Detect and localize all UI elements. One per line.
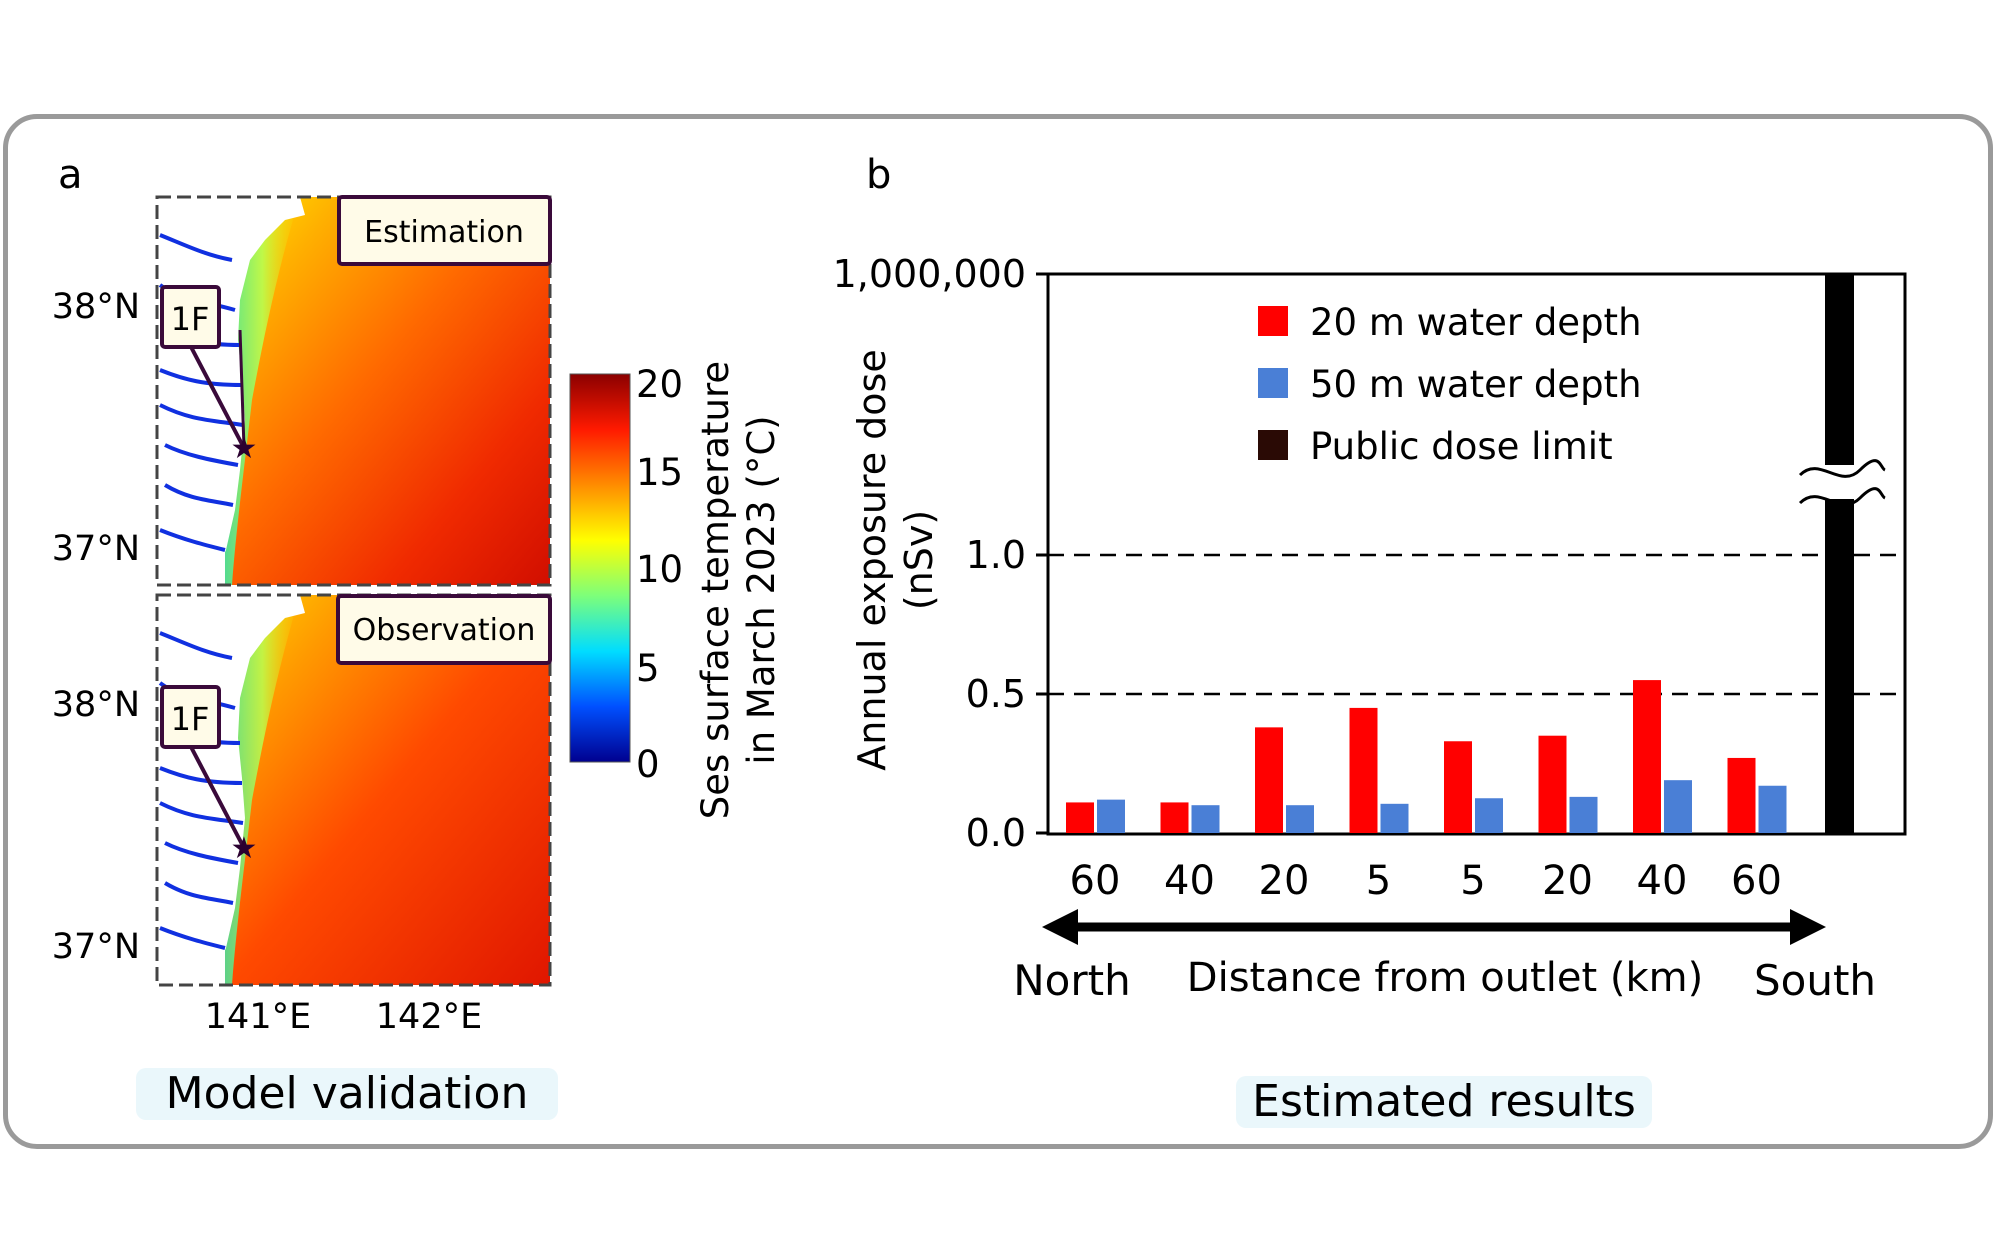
colorbar-tick-5: 5 xyxy=(636,647,660,690)
axis-break-mark-upper xyxy=(1798,459,1886,478)
rivers-2 xyxy=(158,631,244,950)
y-ticks: 0.0 0.5 1.0 1,000,000 xyxy=(833,252,1048,855)
bar-20m-5 xyxy=(1538,735,1567,833)
caption-b-bg xyxy=(1236,1076,1652,1128)
x-tick-label-0: 60 xyxy=(1070,858,1121,904)
x-tick-label-3: 5 xyxy=(1366,858,1391,904)
bar-20m-7 xyxy=(1727,757,1756,833)
legend-label-0: 20 m water depth xyxy=(1310,301,1642,344)
bar-chart: 0.0 0.5 1.0 1,000,000 60 40 20 5 5 20 40 60 20 m w… xyxy=(833,252,1907,1005)
legend-label-2: Public dose limit xyxy=(1310,425,1613,468)
y-tick-label-2: 1.0 xyxy=(966,533,1026,577)
lat-label-38-top: 38°N xyxy=(52,287,140,327)
colorbar-title-line1: Ses surface temperature xyxy=(694,361,737,819)
lon-label-141: 141°E xyxy=(205,997,311,1037)
caption-a-bg xyxy=(136,1068,558,1120)
legend: 20 m water depth 50 m water depth Public d… xyxy=(1258,301,1642,468)
public-dose-limit-bar xyxy=(1825,274,1854,833)
lon-label-142: 142°E xyxy=(376,997,482,1037)
colorbar: 20 15 10 5 0 Ses surface temperature in … xyxy=(569,361,783,819)
reference-lines xyxy=(1048,553,1905,696)
bar-50m-2 xyxy=(1286,805,1314,833)
site-label-1: 1F xyxy=(171,300,210,338)
colorbar-strip xyxy=(569,373,631,763)
colorbar-title-line2: in March 2023 (°C) xyxy=(740,415,783,764)
x-ticks: 60 40 20 5 5 20 40 60 xyxy=(1070,858,1782,904)
bar-50m-7 xyxy=(1758,785,1787,833)
colorbar-tick-10: 10 xyxy=(636,548,683,591)
x-tick-label-1: 40 xyxy=(1164,858,1215,904)
caption-estimated-results: Estimated results xyxy=(1252,1076,1636,1127)
site-star-1: ★ xyxy=(231,431,258,466)
legend-swatch-2 xyxy=(1258,430,1288,460)
limit-bar xyxy=(1795,274,1886,833)
x-tick-label-2: 20 xyxy=(1259,858,1310,904)
bar-20m-3 xyxy=(1349,707,1378,833)
legend-swatch-1 xyxy=(1258,368,1288,398)
bar-50m-1 xyxy=(1191,805,1220,833)
y-tick-label-3: 1,000,000 xyxy=(833,252,1026,296)
map-estimation: ★ 1F Estimation xyxy=(155,195,552,587)
panel-a-letter: a xyxy=(58,152,83,198)
bar-50m-6 xyxy=(1664,780,1692,833)
lat-label-37-bottom: 37°N xyxy=(52,927,140,967)
badge-estimation: Estimation xyxy=(364,215,524,250)
panel-b-letter: b xyxy=(866,152,891,198)
lat-label-37-top: 37°N xyxy=(52,529,140,569)
x-tick-label-4: 5 xyxy=(1460,858,1485,904)
x-tick-label-6: 40 xyxy=(1637,858,1688,904)
site-star-2: ★ xyxy=(231,831,258,866)
y-axis-unit: (nSv) xyxy=(897,510,941,610)
bars xyxy=(1066,680,1787,833)
bar-50m-3 xyxy=(1380,803,1409,833)
lat-label-38-bottom: 38°N xyxy=(52,685,140,725)
caption-model-validation: Model validation xyxy=(166,1068,529,1119)
bar-50m-0 xyxy=(1097,799,1125,833)
direction-north: North xyxy=(1013,956,1130,1005)
colorbar-tick-0: 0 xyxy=(636,743,660,786)
y-tick-label-1: 0.5 xyxy=(966,672,1026,716)
direction-arrow xyxy=(1042,909,1826,945)
x-tick-label-5: 20 xyxy=(1542,858,1593,904)
site-label-2: 1F xyxy=(171,700,210,738)
bar-50m-5 xyxy=(1569,796,1598,833)
bar-20m-2 xyxy=(1255,727,1283,833)
legend-swatch-0 xyxy=(1258,306,1288,336)
direction-south: South xyxy=(1754,956,1876,1005)
x-tick-label-7: 60 xyxy=(1731,858,1782,904)
bar-50m-4 xyxy=(1475,798,1503,833)
y-tick-label-0: 0.0 xyxy=(966,811,1026,855)
legend-label-1: 50 m water depth xyxy=(1310,363,1642,406)
bar-20m-4 xyxy=(1444,741,1472,833)
axis-break-mark-lower xyxy=(1798,487,1886,506)
axis-break-gap xyxy=(1795,465,1885,499)
y-axis-label: Annual exposure dose xyxy=(850,349,894,770)
map-observation: ★ 1F Observation xyxy=(155,593,552,987)
bar-20m-0 xyxy=(1066,802,1094,833)
badge-observation: Observation xyxy=(353,613,536,648)
bar-20m-6 xyxy=(1633,680,1661,833)
colorbar-tick-20: 20 xyxy=(636,363,683,406)
bar-20m-1 xyxy=(1160,802,1189,833)
x-axis-label: Distance from outlet (km) xyxy=(1187,955,1703,1001)
colorbar-tick-15: 15 xyxy=(636,451,683,494)
